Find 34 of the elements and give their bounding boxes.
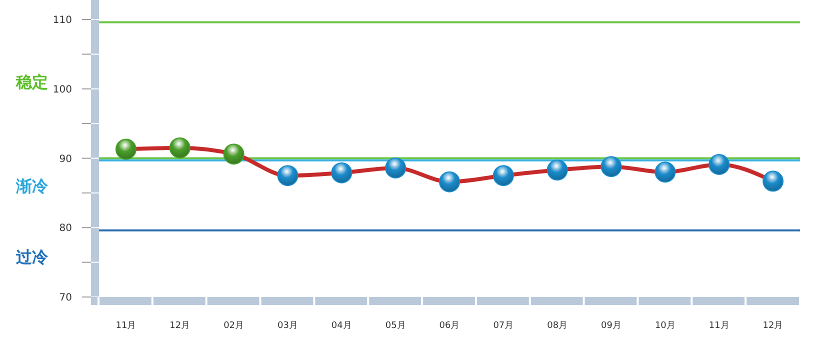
x-tick-label: 12月 <box>762 321 784 331</box>
point <box>762 170 784 192</box>
point <box>492 165 514 186</box>
x-tick-label: 12月 <box>170 321 190 331</box>
y-tick-label: 100 <box>52 84 72 96</box>
x-tick-label: 02月 <box>224 321 244 331</box>
y-tick-label: 70 <box>59 292 72 304</box>
x-tick-label: 11月 <box>116 321 136 331</box>
y-tick-label: 90 <box>59 154 72 165</box>
text: 渐冷 <box>15 176 49 196</box>
x-tick-label: 07月 <box>493 321 514 331</box>
y-tick-label: 80 <box>59 223 72 234</box>
point <box>223 144 244 165</box>
x-tick-label: 09月 <box>601 321 622 331</box>
x-tick-label: 10月 <box>654 321 676 331</box>
x-tick-label: 11月 <box>708 321 730 331</box>
point <box>439 171 460 192</box>
x-tick-label: 08月 <box>547 321 568 331</box>
text: 稳定 <box>15 72 48 92</box>
text: 过冷 <box>15 248 49 267</box>
point <box>385 157 406 178</box>
point <box>169 137 190 158</box>
point <box>277 165 298 186</box>
x-tick-label: 06月 <box>439 321 460 331</box>
x-tick-label: 04月 <box>331 321 352 331</box>
point <box>546 160 568 181</box>
y-tick-label: 110 <box>52 15 72 26</box>
point <box>654 162 676 183</box>
point <box>708 154 730 175</box>
point <box>600 156 622 178</box>
point <box>331 162 352 184</box>
x-tick-label: 05月 <box>385 321 406 331</box>
point <box>115 138 136 160</box>
x-tick-label: 03月 <box>278 321 298 331</box>
